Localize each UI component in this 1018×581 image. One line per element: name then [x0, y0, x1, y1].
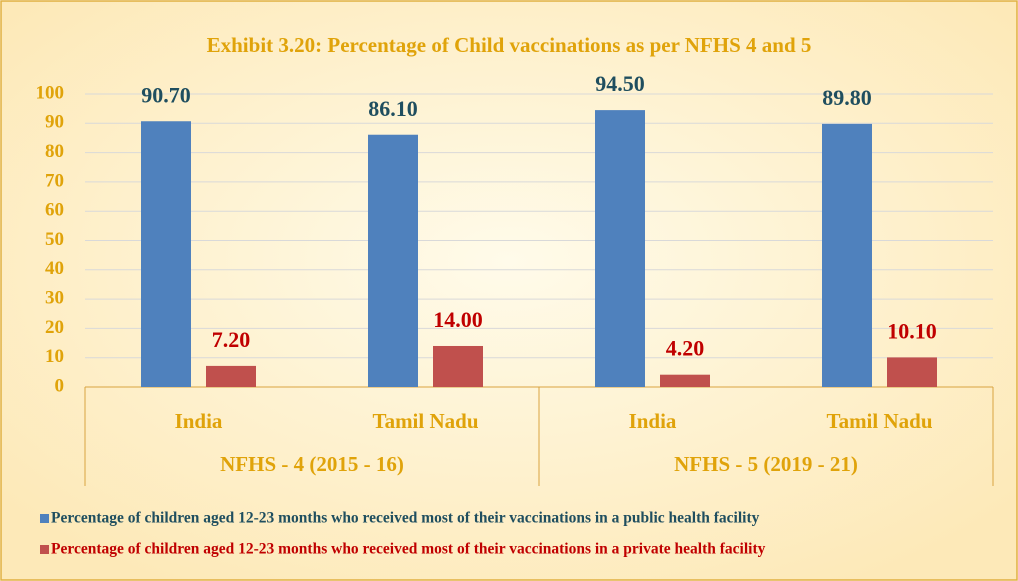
bar	[141, 121, 191, 388]
value-label: 89.80	[822, 85, 872, 110]
value-label: 14.00	[433, 307, 483, 332]
y-tick-label: 70	[45, 170, 64, 191]
y-tick-label: 20	[45, 317, 64, 338]
x-tick-label: India	[175, 409, 223, 433]
bar	[368, 134, 418, 387]
value-label: 90.70	[141, 82, 191, 107]
legend-swatch	[40, 514, 49, 523]
y-tick-label: 80	[45, 141, 64, 162]
x-tick-label: India	[629, 409, 677, 433]
y-tick-label: 60	[45, 200, 64, 221]
legend-swatch	[40, 545, 49, 554]
y-tick-label: 50	[45, 229, 64, 250]
x-tick-label: Tamil Nadu	[372, 409, 478, 433]
bar	[887, 357, 937, 387]
chart-title: Exhibit 3.20: Percentage of Child vaccin…	[207, 33, 812, 57]
y-tick-label: 10	[45, 346, 64, 367]
y-tick-label: 40	[45, 258, 64, 279]
y-tick-label: 90	[45, 112, 64, 133]
value-label: 4.20	[666, 336, 705, 361]
group-label: NFHS - 5 (2019 - 21)	[674, 452, 858, 476]
y-tick-label: 100	[36, 82, 65, 103]
legend-label: Percentage of children aged 12-23 months…	[51, 510, 760, 527]
value-label: 7.20	[212, 327, 251, 352]
x-tick-label: Tamil Nadu	[826, 409, 932, 433]
bar	[822, 123, 872, 388]
bar	[595, 110, 645, 388]
bar	[660, 374, 710, 387]
bar	[433, 345, 483, 387]
value-label: 86.10	[368, 96, 418, 121]
y-tick-label: 0	[55, 375, 65, 396]
group-label: NFHS - 4 (2015 - 16)	[220, 452, 404, 476]
bar	[206, 365, 256, 387]
y-tick-label: 30	[45, 287, 64, 308]
value-label: 10.10	[887, 318, 937, 343]
legend-label: Percentage of children aged 12-23 months…	[51, 541, 766, 558]
value-label: 94.50	[595, 71, 645, 96]
